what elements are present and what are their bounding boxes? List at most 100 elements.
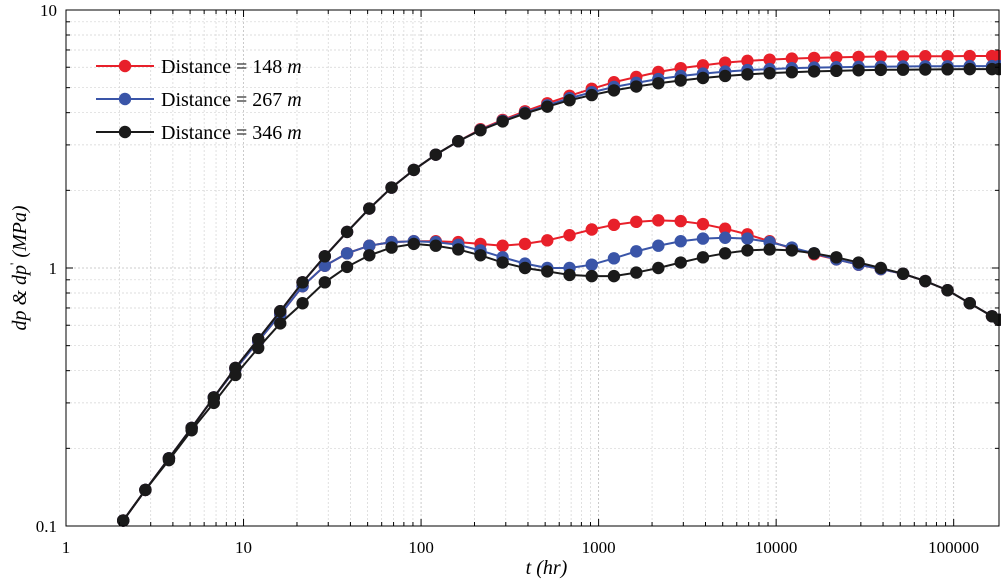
series-1-pressure-point [874,50,887,63]
series-3-derivative-point [318,276,332,289]
series-3-derivative-point [852,256,865,269]
legend-label-text: Distance = 267 [161,89,287,111]
series-3-derivative-point [785,244,799,257]
legend-swatch-marker [118,59,132,73]
series-3-derivative-point [896,267,910,280]
x-axis-title: t (hr) [526,557,568,579]
series-3-pressure-point [652,77,665,90]
series-1-derivative-point [607,218,621,232]
series-3-pressure-point [607,84,621,97]
series-3-derivative-point [429,239,442,252]
series-2-derivative-point [340,247,354,260]
series-3-derivative-point [607,269,621,283]
legend-label-unit: m [287,56,301,78]
series-3-pressure-point [630,80,643,93]
series-1-pressure-point [852,50,865,64]
series-3-derivative-point [807,247,821,260]
series-1-derivative-point [696,217,710,231]
series-1-pressure-point [919,50,932,63]
series-1-derivative-point [541,234,554,247]
series-3-derivative [117,237,1001,527]
series-3-pressure-point [429,148,442,161]
series-3-pressure-point [252,332,265,346]
series-3-pressure-point [407,163,420,177]
tick-labels: 1 10 100 1000 10000 100000 0.1 1 10 [36,1,979,557]
series-3-pressure-point [541,100,554,113]
series-2-derivative-point [363,239,376,252]
series-3-derivative-point [252,341,265,355]
series-3-pressure-point [340,225,354,239]
legend-label-unit: m [287,89,301,111]
series-3-pressure-point [274,305,287,318]
series-3-derivative-point [452,243,465,256]
legend-swatch-marker [118,125,132,139]
series-3-pressure-point [896,63,910,76]
series-3-derivative-line [122,242,1000,522]
series-3-derivative-point [696,251,710,264]
series-3-derivative-point [274,317,287,330]
series-layer [117,49,1001,527]
series-3-derivative-point [963,297,976,310]
series-3-pressure-point [474,124,487,137]
legend-label-text: Distance = 346 [161,122,287,144]
x-tick-label: 1000 [582,538,616,557]
series-3-derivative-point [496,256,509,269]
x-tick-label: 100000 [928,538,979,557]
legend-item-1: Distance = 148 m [96,56,302,78]
series-3-derivative-point [385,241,398,254]
series-3-derivative-point [941,284,954,297]
series-1-derivative-point [652,214,665,227]
series-1-derivative-point [674,214,687,228]
series-3-pressure-point [785,66,799,79]
series-3-derivative-point [296,297,309,310]
series-3-pressure-point [741,68,754,81]
series-1-pressure-point [830,51,843,64]
series-1-derivative-point [630,215,643,229]
series-1-pressure-point [963,49,976,63]
series-3-pressure-point [296,276,309,289]
series-3-pressure-point [807,65,821,78]
y-tick-label: 1 [49,259,58,278]
series-1-pressure-point [896,50,910,63]
series-3-derivative-point [162,453,176,467]
series-1-pressure-point [941,50,954,63]
series-3-derivative-point [185,424,198,437]
legend-item-3: Distance = 346 m [96,122,302,144]
x-tick-label: 1 [62,538,71,557]
legend-label: Distance = 148 m [161,56,302,78]
y-axis-title-unit: (MPa) [9,205,31,263]
x-tick-label: 10 [235,538,252,557]
y-tick-label: 0.1 [36,517,57,536]
series-3-pressure-point [852,64,865,77]
series-3-derivative-point [139,483,152,497]
series-3-pressure-point [696,71,710,85]
series-3-derivative-point [363,249,376,262]
series-1-pressure-point [763,53,776,66]
series-3-pressure-point [452,135,465,148]
series-3-pressure-point [674,74,687,87]
series-3-derivative-point [541,265,554,278]
legend-label: Distance = 267 m [161,89,302,111]
series-2-derivative-point [741,232,754,245]
series-3-derivative-point [763,243,776,256]
series-2-derivative-point [696,232,710,245]
series-1-pressure-point [785,52,799,65]
series-3-pressure-point [385,181,398,194]
series-2-derivative-point [607,252,621,265]
series-1-derivative-point [563,229,576,242]
series-3-derivative-point [919,274,932,288]
series-3-pressure-point [763,66,776,80]
series-3-pressure-point [941,63,954,76]
series-2-derivative-line [122,236,1000,522]
y-tick-label: 10 [40,1,57,20]
series-1-pressure-point [807,51,821,65]
legend-label-unit: m [287,122,301,144]
series-1-pressure-point [718,56,732,69]
y-axis-title-prime: ' [7,263,22,265]
series-3-pressure-point [496,115,509,128]
series-3-pressure-point [830,64,843,78]
series-3-pressure-point [963,62,976,76]
series-1-derivative-point [718,222,732,235]
